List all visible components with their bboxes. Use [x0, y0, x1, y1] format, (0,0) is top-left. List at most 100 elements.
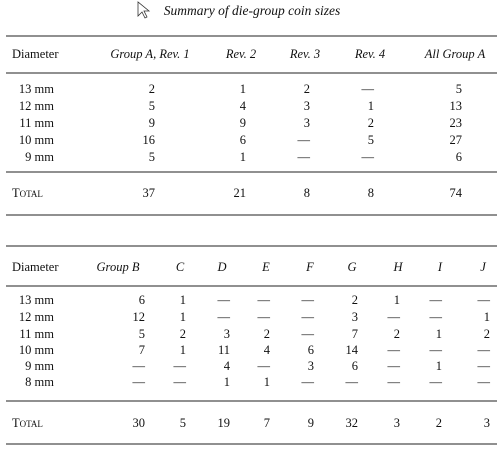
cell: — — [387, 310, 401, 324]
total-cell: 5 — [180, 416, 186, 430]
total-cell: 8 — [368, 186, 374, 200]
cell: 9 — [149, 116, 155, 130]
cell: — — [257, 310, 271, 324]
cell: 2 — [484, 327, 490, 341]
cell: 1 — [436, 359, 442, 373]
row-label: 13 mm — [19, 82, 54, 96]
cell: 4 — [240, 99, 247, 113]
cell: — — [173, 359, 187, 373]
cell: — — [387, 359, 401, 373]
cell: — — [429, 310, 443, 324]
cell: 2 — [149, 82, 155, 96]
cell: 2 — [180, 327, 186, 341]
column-header: Group B — [97, 260, 140, 274]
cell: — — [297, 150, 311, 164]
column-header: Group A, Rev. 1 — [110, 47, 189, 61]
column-header: H — [392, 260, 403, 274]
cell: 1 — [484, 310, 490, 324]
row-label: 11 mm — [19, 116, 54, 130]
cell: 2 — [304, 82, 310, 96]
total-cell: 30 — [133, 416, 146, 430]
cell: — — [361, 150, 375, 164]
cell: 1 — [224, 375, 230, 389]
column-header: All Group A — [424, 47, 486, 61]
total-cell: 8 — [304, 186, 310, 200]
total-cell: 3 — [484, 416, 490, 430]
column-header: F — [305, 260, 314, 274]
cell: 1 — [180, 293, 186, 307]
column-header: I — [437, 260, 443, 274]
total-cell: 7 — [264, 416, 270, 430]
cell: — — [301, 293, 315, 307]
cell: — — [257, 359, 271, 373]
cell: — — [345, 375, 359, 389]
cell: 2 — [394, 327, 400, 341]
cell: 6 — [352, 359, 358, 373]
cell: 12 — [133, 310, 146, 324]
cursor — [137, 1, 151, 19]
cell: — — [387, 343, 401, 357]
row-label: 12 mm — [19, 310, 54, 324]
cell: 6 — [139, 293, 145, 307]
row-label: 10 mm — [19, 133, 54, 147]
cell: 5 — [139, 327, 145, 341]
cell: — — [477, 343, 491, 357]
table-1 — [6, 35, 497, 216]
row-label: 12 mm — [19, 99, 54, 113]
cell: 1 — [240, 150, 246, 164]
column-header: D — [216, 260, 226, 274]
column-header: E — [261, 260, 270, 274]
cell: — — [429, 375, 443, 389]
total-cell: 74 — [450, 186, 463, 200]
cell: — — [429, 293, 443, 307]
cell: 3 — [352, 310, 358, 324]
column-header: C — [176, 260, 185, 274]
cell: 5 — [149, 99, 155, 113]
row-label: 10 mm — [19, 343, 54, 357]
row-label: 11 mm — [19, 327, 54, 341]
cell: 2 — [352, 293, 358, 307]
cell: 1 — [240, 82, 246, 96]
cell: — — [301, 310, 315, 324]
cell: — — [132, 359, 146, 373]
cell: 7 — [139, 343, 145, 357]
cell: 4 — [264, 343, 271, 357]
cell: 1 — [394, 293, 400, 307]
total-cell: 32 — [346, 416, 359, 430]
cell: 2 — [264, 327, 270, 341]
cell: 1 — [180, 343, 186, 357]
cell: 2 — [368, 116, 374, 130]
column-header: Diameter — [12, 47, 59, 61]
total-cell: 2 — [436, 416, 442, 430]
row-label: 13 mm — [19, 293, 54, 307]
cell: 3 — [304, 99, 310, 113]
column-header: J — [480, 260, 487, 274]
cell: 3 — [304, 116, 310, 130]
table-2 — [6, 245, 497, 445]
cell: 5 — [149, 150, 155, 164]
cell: 9 — [240, 116, 246, 130]
cell: — — [477, 293, 491, 307]
total-cell: 37 — [143, 186, 156, 200]
cell: 27 — [450, 133, 463, 147]
cell: — — [387, 375, 401, 389]
row-label: 9 mm — [25, 150, 54, 164]
cell: 3 — [308, 359, 314, 373]
cell: — — [217, 293, 231, 307]
row-label: Total — [12, 416, 43, 430]
cell: 13 — [450, 99, 463, 113]
cell: — — [297, 133, 311, 147]
column-header: Rev. 3 — [289, 47, 320, 61]
cell: 1 — [180, 310, 186, 324]
cell: 23 — [450, 116, 463, 130]
cell: 7 — [352, 327, 358, 341]
row-label: 8 mm — [25, 375, 54, 389]
total-cell: 9 — [308, 416, 314, 430]
total-cell: 19 — [218, 416, 231, 430]
total-cell: 21 — [234, 186, 247, 200]
cell: 3 — [224, 327, 230, 341]
row-label: Total — [12, 186, 43, 200]
cell: — — [132, 375, 146, 389]
cell: — — [217, 310, 231, 324]
